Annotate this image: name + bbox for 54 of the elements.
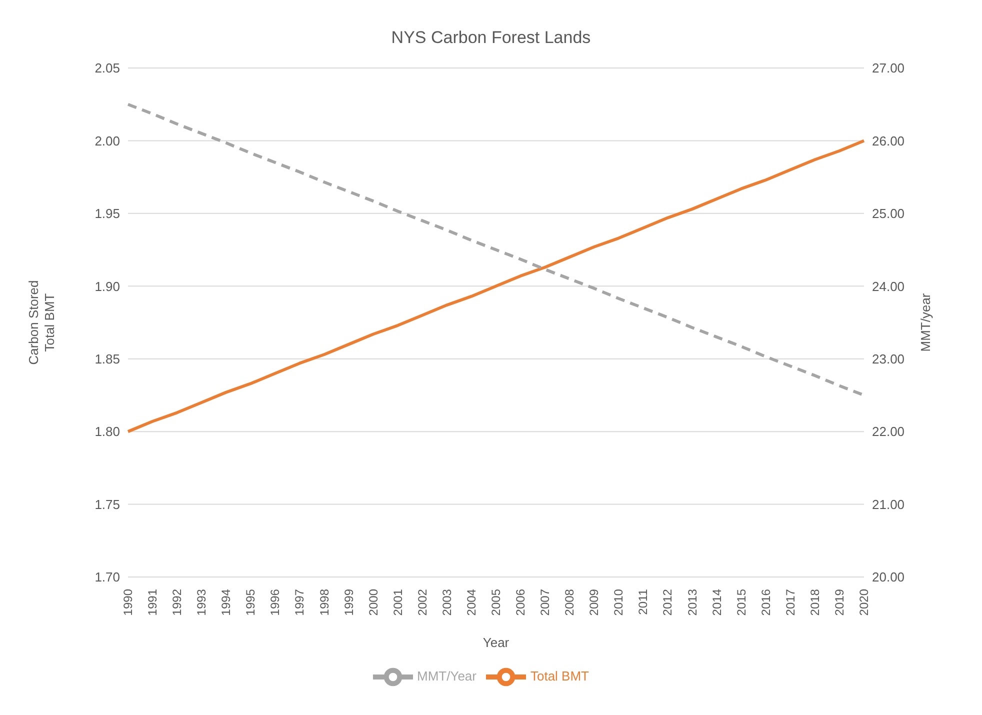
y-tick-label: 1.85: [94, 351, 120, 366]
x-tick-label: 2016: [758, 588, 773, 616]
y-tick-label: 1.70: [94, 570, 120, 585]
x-tick-label: 1999: [342, 588, 356, 616]
x-tick-label: 2020: [857, 588, 871, 616]
x-tick-label: 2005: [489, 588, 503, 616]
x-tick-label: 1993: [194, 588, 209, 616]
x-tick-label: 2012: [660, 588, 675, 616]
x-tick-label: 2008: [562, 588, 577, 616]
y2-tick-label: 20.00: [872, 570, 905, 585]
x-tick-label: 2003: [440, 588, 454, 616]
x-tick-label: 2002: [415, 588, 430, 616]
x-tick-label: 1991: [146, 588, 160, 616]
x-tick-label: 1995: [244, 588, 258, 616]
y2-tick-label: 26.00: [872, 133, 905, 148]
x-tick-label: 1990: [121, 588, 135, 616]
x-tick-label: 1996: [268, 588, 282, 616]
x-tick-label: 2015: [734, 588, 748, 616]
x-tick-label: 2000: [366, 588, 380, 616]
x-tick-label: 2006: [514, 588, 528, 616]
y2-tick-label: 23.00: [872, 351, 905, 366]
y-tick-label: 2.00: [94, 133, 120, 148]
y-tick-label: 1.80: [94, 424, 120, 440]
x-axis-title: Year: [482, 635, 510, 650]
line-series: [126, 139, 866, 434]
x-tick-label: 2018: [808, 588, 822, 616]
y2-tick-label: 25.00: [872, 206, 905, 222]
y2-axis-title: MMT/year: [918, 292, 933, 352]
y2-tick-label: 27.00: [872, 60, 905, 76]
x-tick-label: 2013: [685, 588, 700, 616]
x-tick-label: 2001: [390, 588, 405, 616]
legend-label: Total BMT: [530, 668, 589, 684]
y2-tick-label: 22.00: [872, 424, 905, 440]
y2-tick-label: 24.00: [872, 278, 905, 294]
y-tick-label: 1.75: [94, 496, 120, 512]
x-tick-label: 1998: [317, 588, 332, 616]
legend-label: MMT/Year: [417, 668, 476, 684]
x-tick-label: 1992: [170, 588, 184, 616]
y-tick-label: 1.90: [94, 278, 120, 294]
y-tick-label: 1.95: [94, 206, 120, 222]
x-tick-label: 1997: [292, 588, 307, 616]
x-tick-label: 2010: [612, 588, 626, 616]
x-tick-label: 2007: [538, 588, 552, 616]
x-tick-label: 2019: [832, 588, 846, 616]
x-tick-label: 2004: [464, 588, 478, 616]
x-tick-label: 2011: [636, 588, 650, 615]
x-tick-label: 2014: [710, 588, 724, 616]
chart-title: NYS Carbon Forest Lands: [390, 27, 592, 49]
y-axis-title: Carbon Stored Total BMT: [26, 280, 57, 365]
y2-tick-label: 21.00: [872, 496, 905, 512]
x-tick-label: 2009: [587, 588, 602, 616]
y-tick-label: 2.05: [94, 60, 120, 76]
x-tick-label: 1994: [219, 588, 234, 616]
x-tick-label: 2017: [783, 588, 798, 616]
